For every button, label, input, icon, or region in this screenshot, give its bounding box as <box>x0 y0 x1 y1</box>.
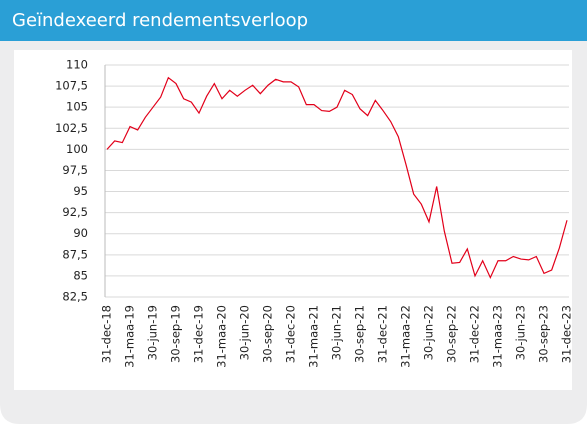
y-tick-label: 82,5 <box>62 290 88 304</box>
x-tick-label: 31-dec-20 <box>284 305 298 363</box>
x-tick-label: 30-jun-22 <box>422 305 436 360</box>
x-tick-label: 31-maa-22 <box>399 305 413 368</box>
x-tick-label: 31-dec-18 <box>100 305 114 363</box>
x-tick-label: 30-jun-23 <box>514 305 528 360</box>
y-tick-label: 85 <box>73 268 88 282</box>
y-tick-label: 92,5 <box>62 205 88 219</box>
y-tick-label: 110 <box>66 58 88 72</box>
x-tick-label: 31-maa-23 <box>491 305 505 368</box>
x-tick-label: 31-dec-23 <box>560 305 574 363</box>
header-bar <box>0 0 587 41</box>
y-tick-label: 90 <box>73 226 88 240</box>
x-tick-label: 30-jun-20 <box>238 305 252 360</box>
x-tick-label: 30-jun-21 <box>330 305 344 360</box>
x-tick-label: 30-sep-22 <box>445 305 459 363</box>
y-tick-label: 107,5 <box>55 79 88 93</box>
chart-title: Geïndexeerd rendementsverloop <box>12 10 308 31</box>
y-tick-label: 95 <box>73 184 88 198</box>
x-tick-label: 31-dec-22 <box>468 305 482 363</box>
x-tick-label: 31-dec-19 <box>192 305 206 363</box>
y-tick-label: 105 <box>66 100 88 114</box>
x-tick-label: 30-sep-19 <box>169 305 183 363</box>
x-tick-label: 30-sep-23 <box>537 305 551 363</box>
x-tick-label: 31-maa-20 <box>215 305 229 368</box>
plot-panel <box>14 50 572 390</box>
y-tick-label: 100 <box>66 142 88 156</box>
y-tick-label: 102,5 <box>55 121 88 135</box>
y-tick-label: 97,5 <box>62 163 88 177</box>
x-tick-label: 31-maa-21 <box>307 305 321 368</box>
x-tick-label: 30-jun-19 <box>146 305 160 360</box>
x-tick-label: 31-dec-21 <box>376 305 390 363</box>
x-tick-label: 31-maa-19 <box>123 305 137 368</box>
x-tick-label: 30-sep-20 <box>261 305 275 363</box>
x-tick-label: 30-sep-21 <box>353 305 367 363</box>
y-tick-label: 87,5 <box>62 247 88 261</box>
data-line <box>106 76 568 280</box>
